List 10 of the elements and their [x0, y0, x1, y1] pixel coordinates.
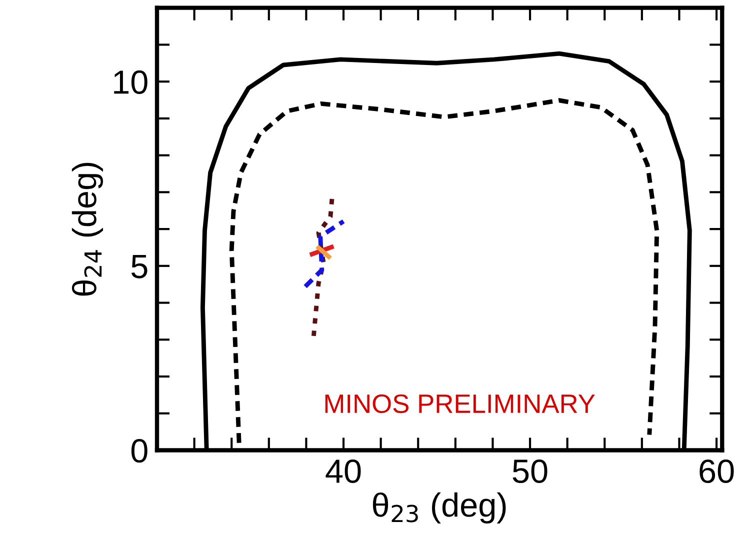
x-tick-label: 50	[512, 459, 548, 484]
y-axis-title: θ$_{24}$ (deg)	[72, 162, 103, 296]
x-tick-label: 60	[700, 459, 734, 484]
line-series	[303, 219, 346, 289]
x-axis-title: θ$_{23}$ (deg)	[372, 492, 506, 524]
y-tick-label: 10	[114, 70, 148, 94]
x-tick-label: 40	[326, 459, 361, 484]
y-tick-label: 5	[131, 255, 148, 278]
y-tick-label: 0	[131, 439, 148, 463]
annotation: MINOS PRELIMINARY	[325, 394, 595, 414]
